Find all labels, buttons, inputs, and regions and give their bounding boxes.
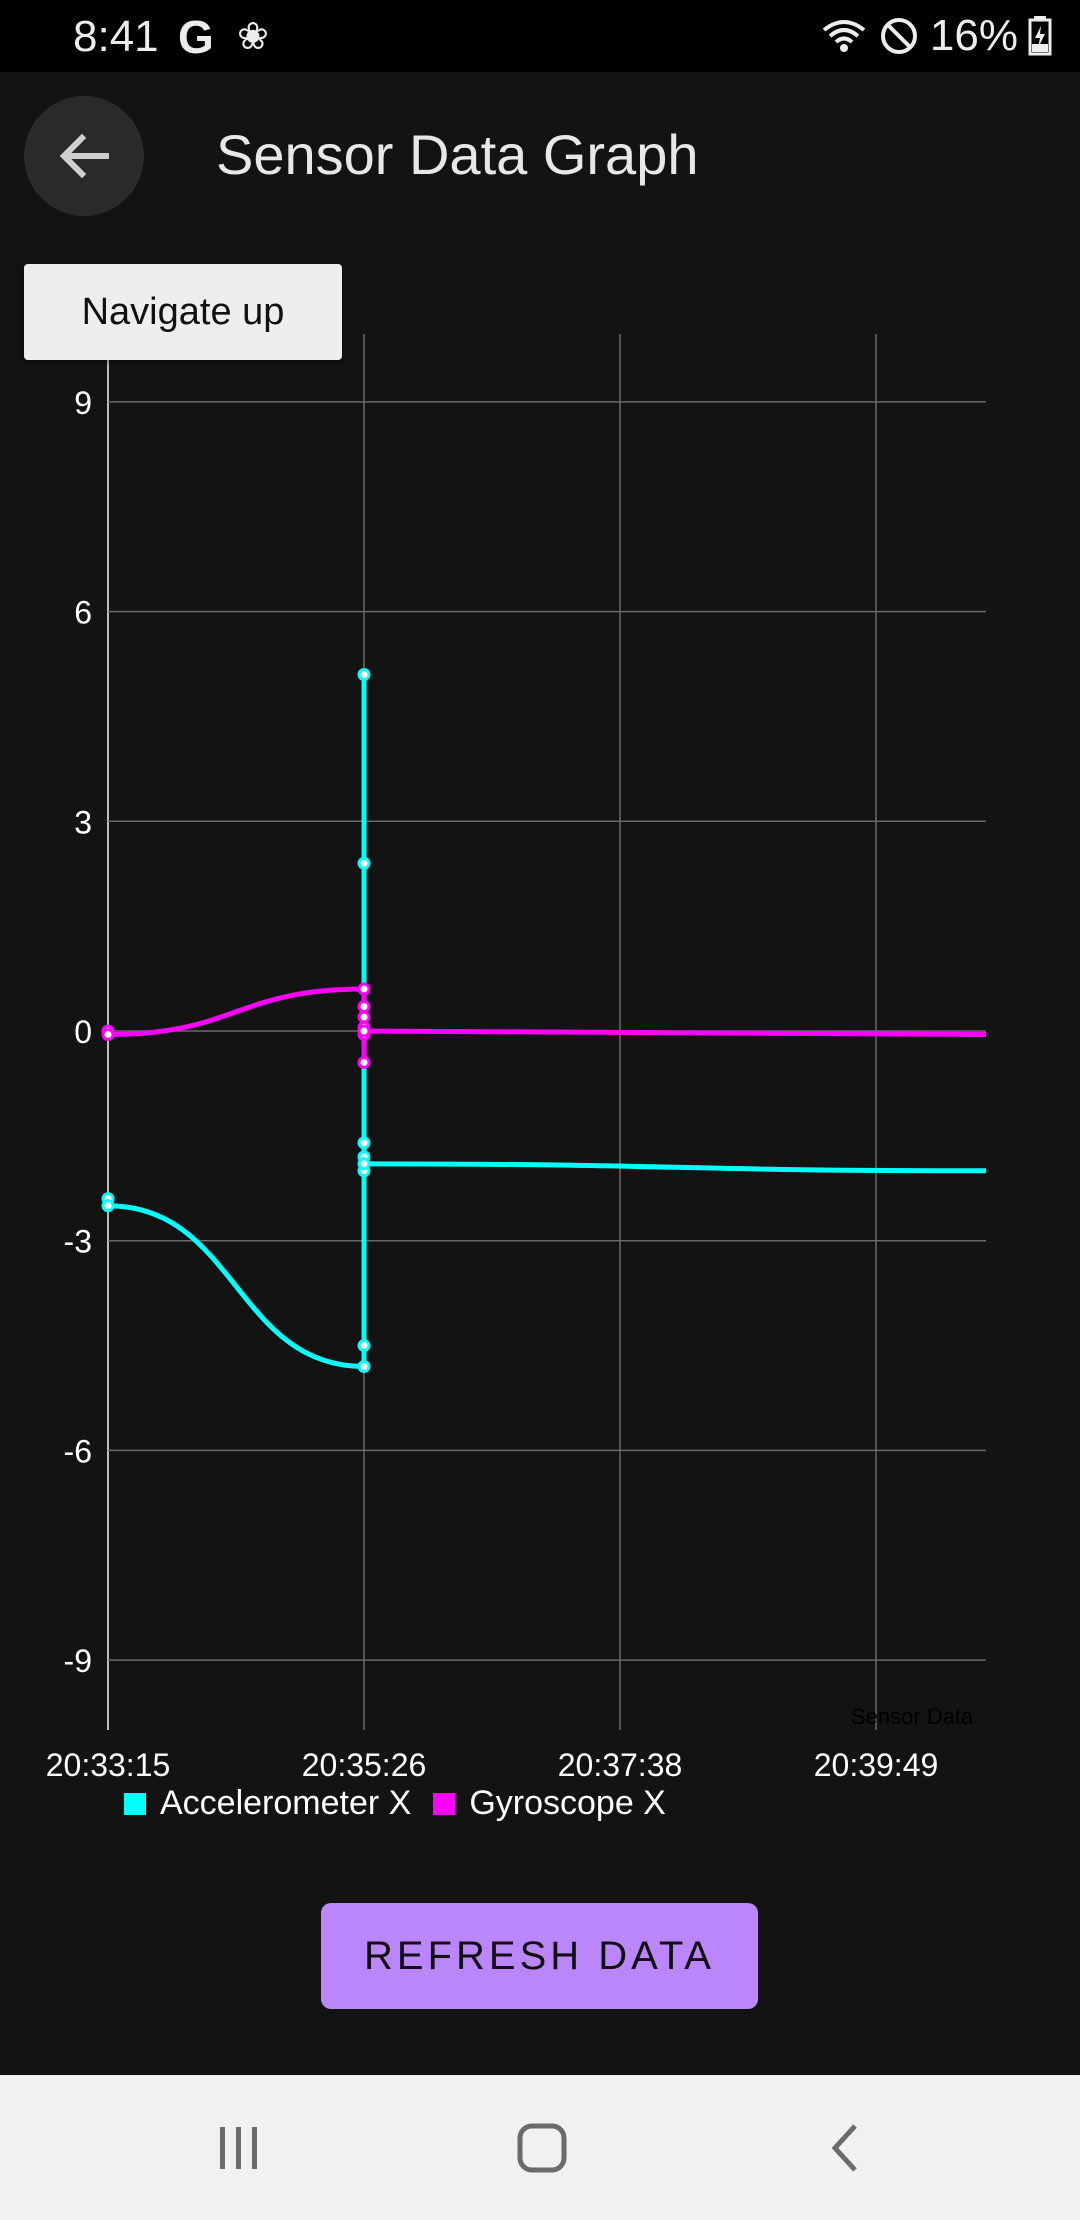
y-tick-label: 9 xyxy=(74,385,92,421)
accelerometer-point xyxy=(357,1157,371,1171)
arrow-back-icon xyxy=(59,133,109,179)
legend-item-accelerometer: Accelerometer X xyxy=(124,1784,411,1823)
google-icon: G xyxy=(178,11,214,63)
gyroscope-point xyxy=(357,1000,371,1014)
chart-description: Sensor Data xyxy=(851,1704,974,1729)
accelerometer-point xyxy=(357,668,371,682)
chart-legend: Accelerometer X Gyroscope X xyxy=(124,1784,688,1823)
y-tick-label: 0 xyxy=(74,1014,92,1050)
nav-back-button[interactable] xyxy=(805,2113,885,2183)
y-tick-label: -6 xyxy=(64,1433,92,1469)
y-tick-label: 3 xyxy=(74,804,92,840)
status-time: 8:41 xyxy=(73,12,159,61)
accelerometer-point xyxy=(101,1199,115,1213)
legend-label: Gyroscope X xyxy=(469,1784,666,1822)
recent-apps-icon xyxy=(220,2127,257,2169)
system-nav-bar xyxy=(0,2075,1080,2220)
legend-label: Accelerometer X xyxy=(160,1784,412,1822)
gyroscope-point xyxy=(357,982,371,996)
x-tick-label: 20:35:26 xyxy=(302,1747,427,1783)
app-toolbar: Sensor Data Graph xyxy=(0,72,1080,242)
legend-swatch xyxy=(433,1792,456,1815)
gyroscope-point xyxy=(357,1024,371,1038)
accelerometer-point xyxy=(357,1136,371,1150)
sensor-line-chart[interactable]: 9 6 3 0 -3 -6 -9 20:33:15 20:35:26 20:37:38 20:39:… xyxy=(0,320,1080,1830)
x-tick-label: 20:37:38 xyxy=(558,1747,683,1783)
status-right: 16% xyxy=(820,8,1052,64)
x-tick-label: 20:39:49 xyxy=(814,1747,939,1783)
legend-item-gyroscope: Gyroscope X xyxy=(433,1784,666,1823)
y-tick-label: -3 xyxy=(64,1224,92,1260)
accelerometer-line xyxy=(105,674,987,1370)
x-tick-label: 20:33:15 xyxy=(46,1747,171,1783)
battery-charging-icon xyxy=(1028,16,1052,56)
wifi-icon xyxy=(822,20,866,52)
navigate-up-button[interactable] xyxy=(24,96,144,216)
notification-icon: ❀ xyxy=(237,16,269,58)
gyroscope-point xyxy=(101,1027,115,1041)
refresh-data-button[interactable]: REFRESH DATA xyxy=(321,1903,758,2009)
y-tick-label: 6 xyxy=(74,595,92,631)
recent-apps-button[interactable] xyxy=(199,2113,279,2183)
page-title: Sensor Data Graph xyxy=(216,123,699,186)
status-bar: 8:41 G ❀ 16% xyxy=(0,0,1080,72)
legend-swatch xyxy=(124,1792,146,1815)
do-not-disturb-icon xyxy=(880,18,917,54)
accelerometer-point xyxy=(357,1339,371,1353)
gyroscope-point xyxy=(357,1055,371,1069)
navigate-up-tooltip: Navigate up xyxy=(24,264,342,360)
accelerometer-point xyxy=(357,856,371,870)
y-tick-label: -9 xyxy=(64,1643,92,1679)
home-icon xyxy=(517,2123,567,2173)
gyroscope-line xyxy=(105,986,987,1063)
nav-back-icon xyxy=(831,2124,857,2172)
accelerometer-point xyxy=(357,1360,371,1374)
battery-percent: 16% xyxy=(929,11,1018,60)
chart-svg: 9 6 3 0 -3 -6 -9 20:33:15 20:35:26 20:37:38 20:39:… xyxy=(46,334,987,1783)
home-button[interactable] xyxy=(502,2113,582,2183)
gyroscope-point xyxy=(357,1010,371,1024)
